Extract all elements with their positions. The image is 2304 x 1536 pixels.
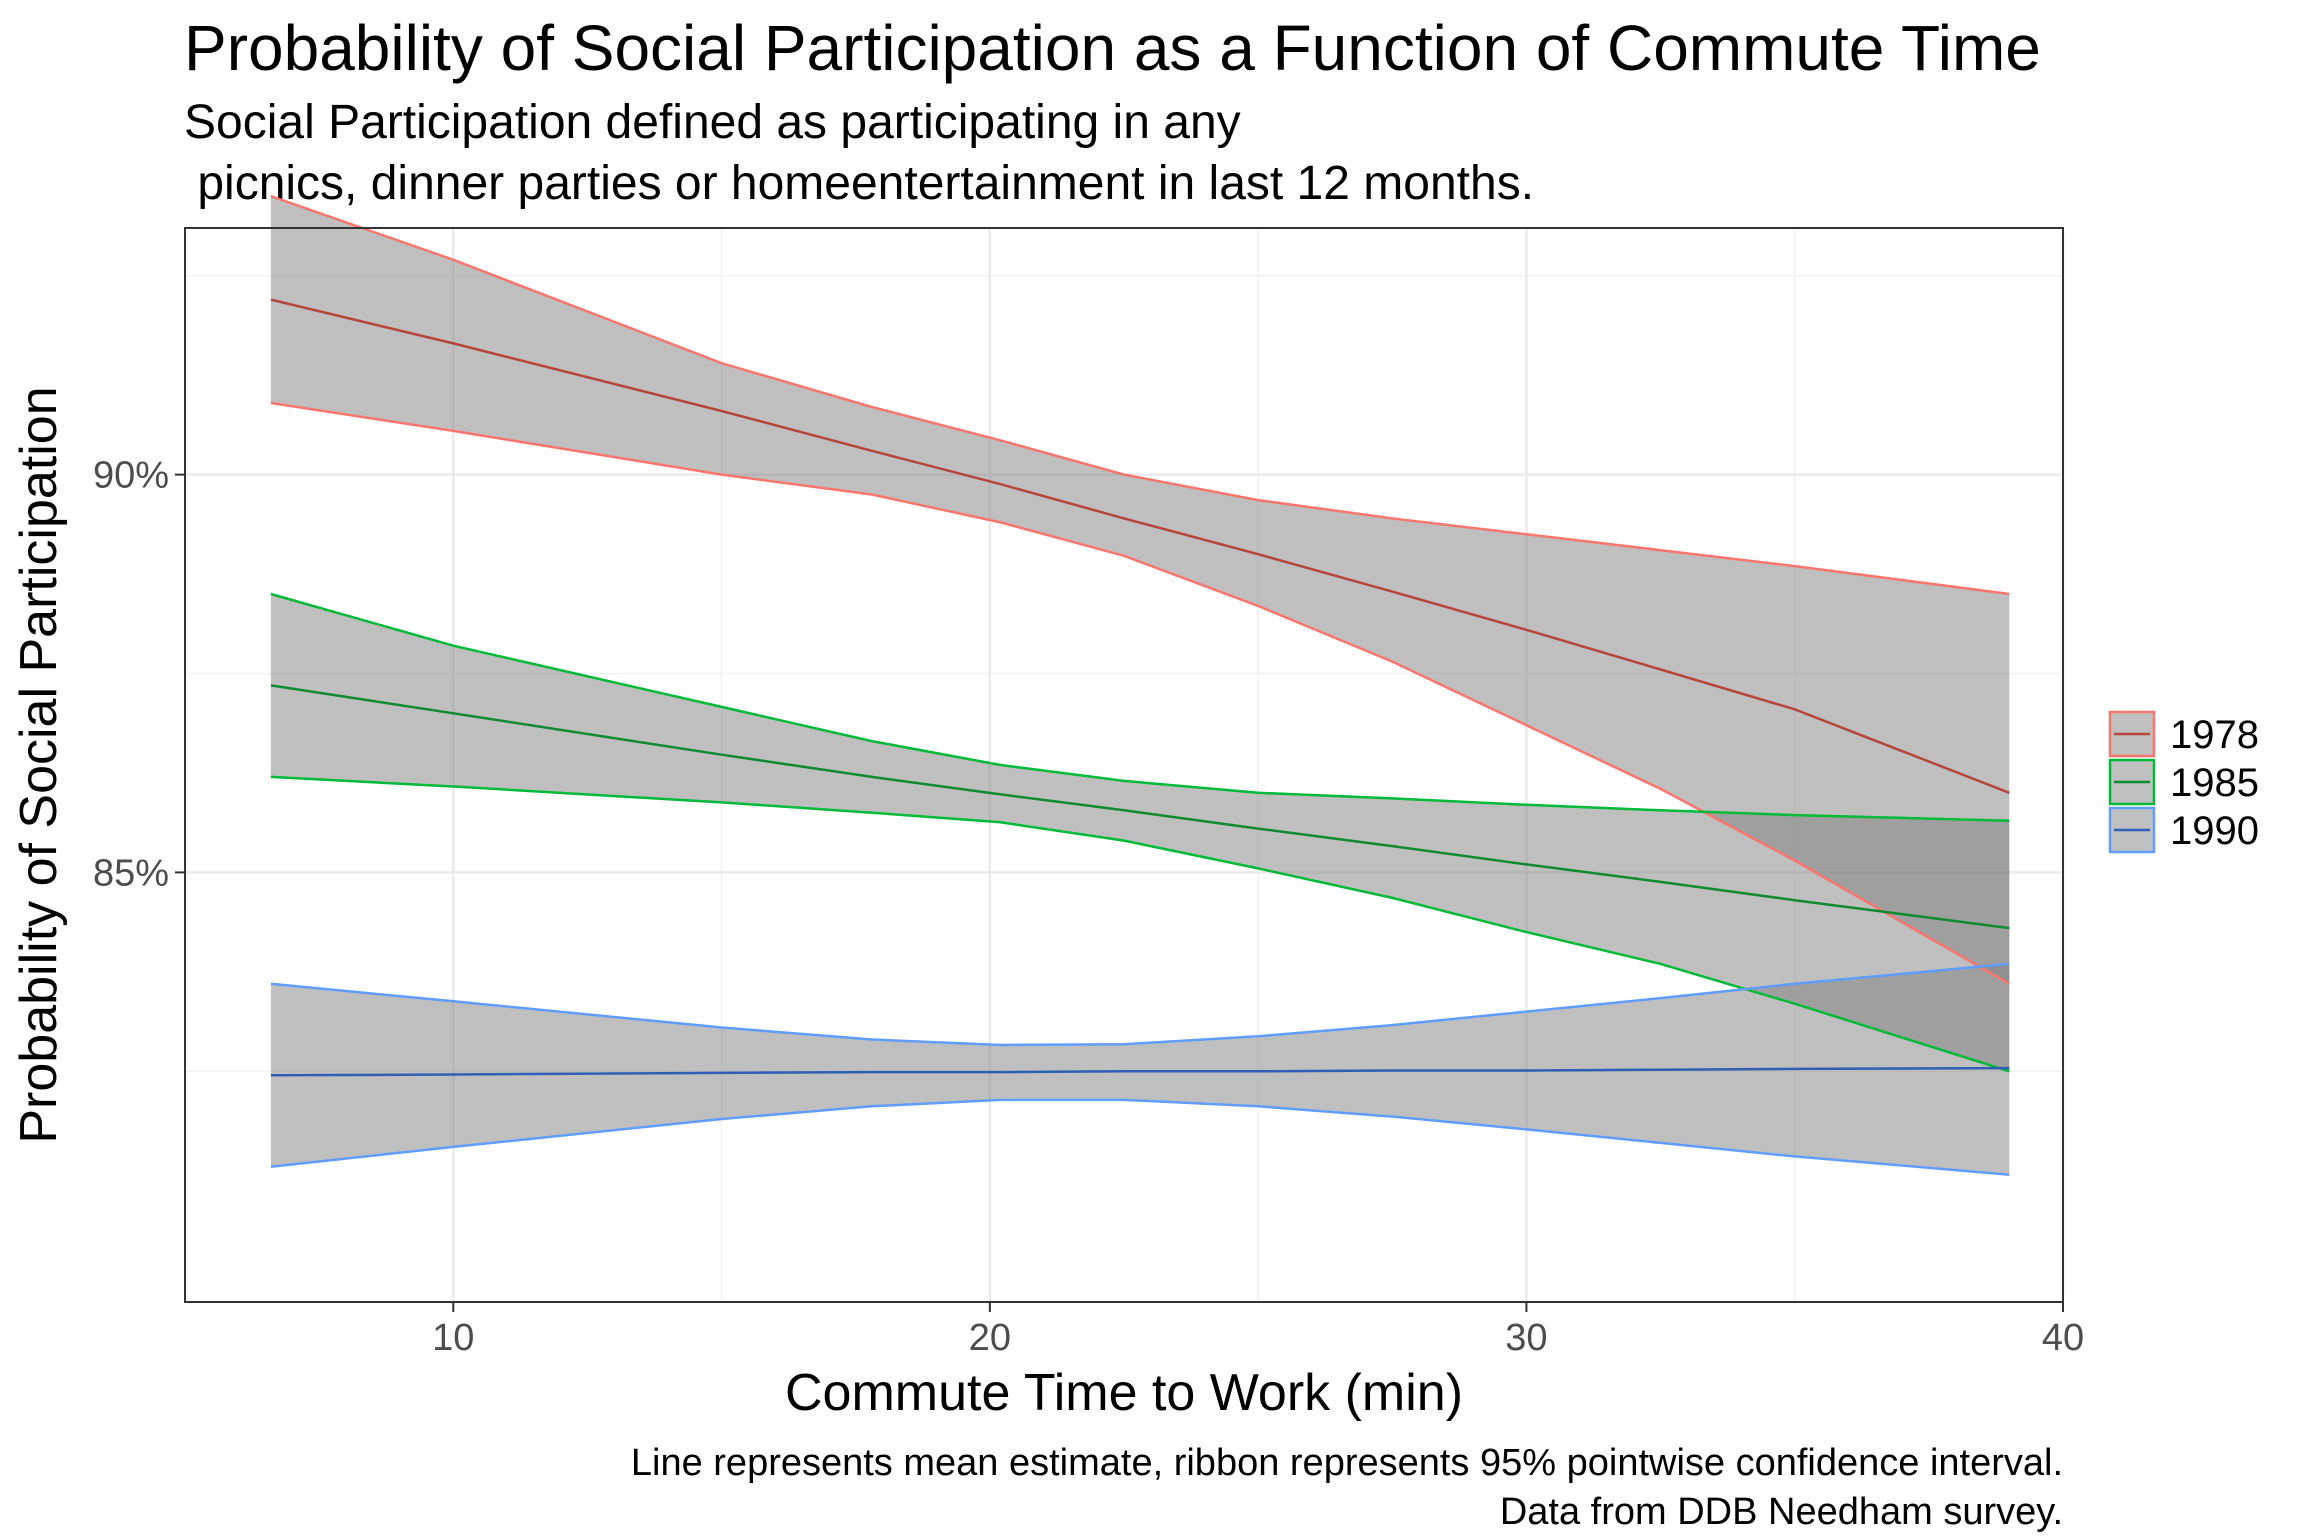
x-axis-ticks: 10 20 30 40 (432, 1302, 2084, 1359)
mean-line-1985 (270, 684, 2010, 930)
chart-subtitle-line-1: Social Participation defined as particip… (184, 96, 1241, 149)
lower-bound-1990 (270, 1098, 2010, 1176)
upper-bound-1990 (270, 962, 2010, 1047)
plot-border (184, 227, 2064, 1303)
x-tick-label-2: 30 (1505, 1317, 1547, 1359)
chart-subtitle-line-2: picnics, dinner parties or homeentertain… (184, 157, 1534, 210)
ribbon-1990 (270, 963, 2010, 1175)
caption-line-1: Line represents mean estimate, ribbon re… (631, 1442, 2063, 1484)
ribbon-1978 (270, 196, 2010, 984)
mean-line-1990 (270, 1066, 2010, 1077)
legend-label-1978: 1978 (2170, 713, 2259, 757)
y-axis-title: Probability of Social Participation (10, 386, 68, 1143)
legend-label-1985: 1985 (2170, 761, 2259, 805)
lower-bound-1978 (270, 401, 2010, 985)
x-tick-label-3: 40 (2042, 1317, 2084, 1359)
ribbon-bound-lines (270, 195, 2010, 1176)
x-tick-label-1: 20 (969, 1317, 1011, 1359)
caption-line-2: Data from DDB Needham survey. (1500, 1491, 2063, 1533)
confidence-ribbons (270, 196, 2010, 1175)
y-axis-ticks: 85% 90% (93, 455, 185, 894)
y-tick-label-0: 85% (93, 852, 169, 894)
y-tick-label-1: 90% (93, 455, 169, 497)
mean-line-1978 (270, 298, 2010, 794)
chart-title: Probability of Social Participation as a… (184, 12, 2041, 84)
x-axis-title: Commute Time to Work (min) (785, 1364, 1463, 1422)
lower-bound-1985 (270, 775, 2010, 1073)
upper-bound-1978 (270, 195, 2010, 596)
legend-label-1990: 1990 (2170, 809, 2259, 853)
upper-bound-1985 (270, 592, 2010, 822)
x-tick-label-0: 10 (432, 1317, 474, 1359)
mean-lines (270, 298, 2010, 1077)
ribbon-1985 (270, 594, 2010, 1072)
